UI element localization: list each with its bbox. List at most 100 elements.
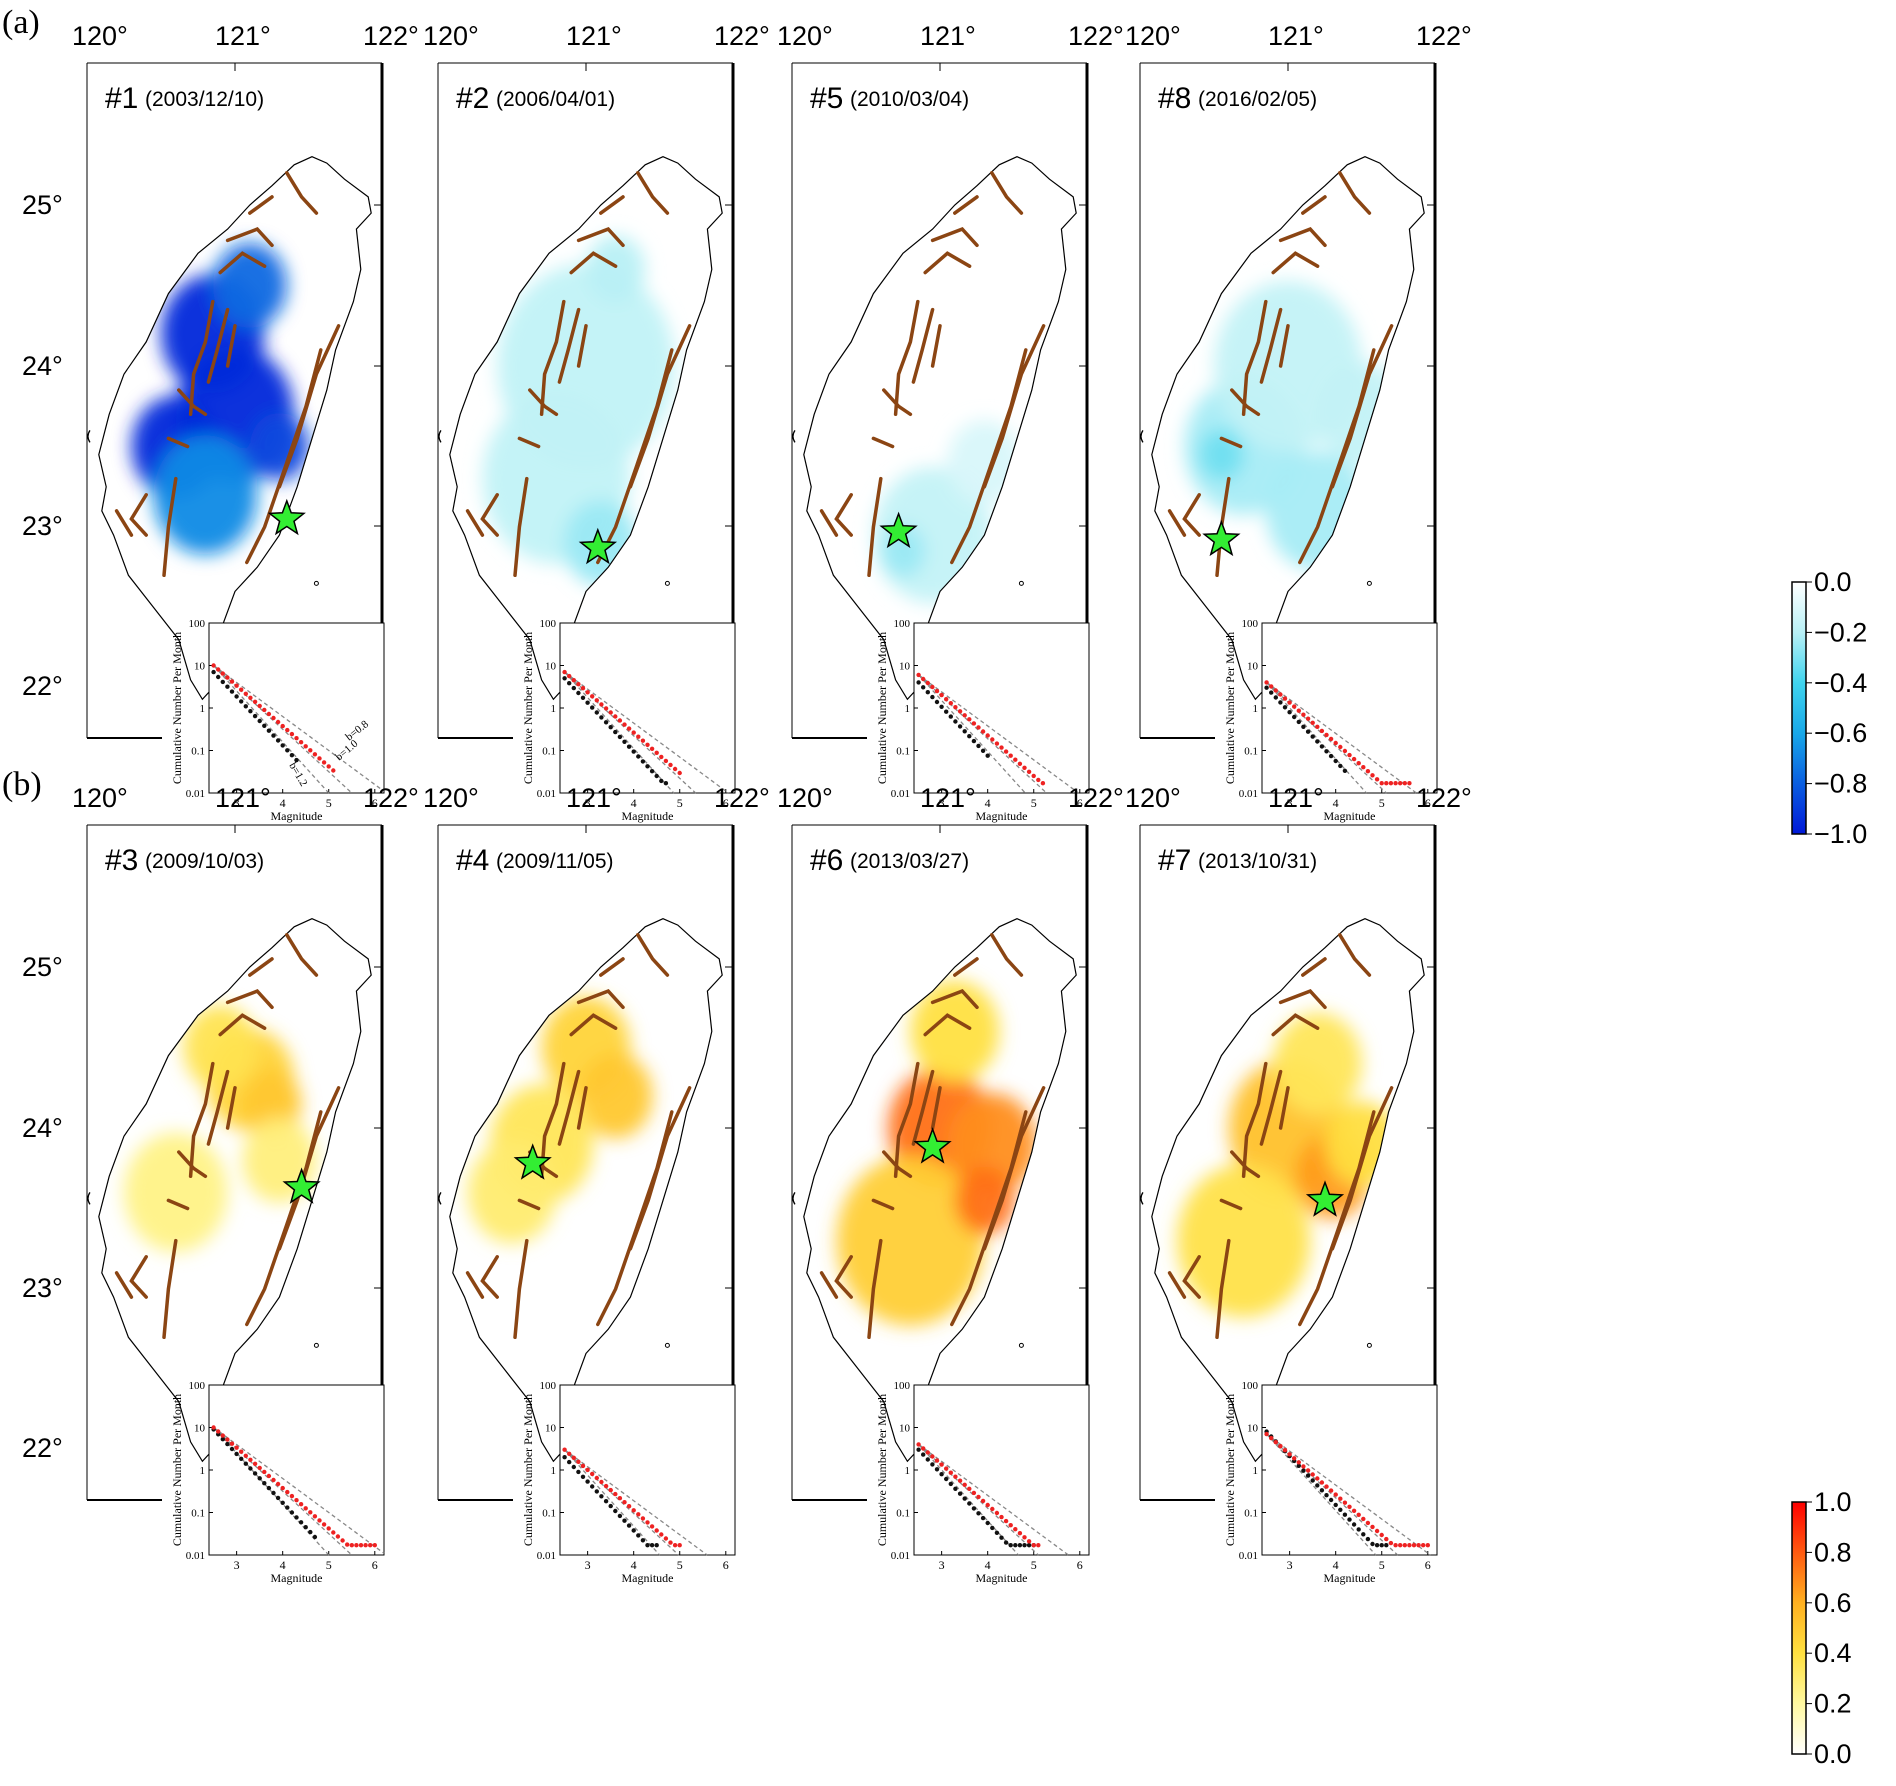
gr-point-black (962, 729, 967, 734)
fault-trace (636, 933, 670, 977)
gr-point-black (562, 1455, 567, 1460)
gr-point-red (1374, 1528, 1380, 1534)
fault-trace (1167, 509, 1187, 537)
gr-point-red (603, 706, 609, 711)
inset-xtick-label: 6 (1077, 796, 1083, 810)
gr-point-black (976, 743, 981, 749)
gr-point-black (649, 1543, 655, 1548)
gr-point-red (645, 1520, 650, 1525)
penghu-islet (87, 1192, 91, 1205)
colorbar-tick-label: −0.2 (1814, 617, 1867, 647)
map-panel: 120° 121° 122° #6 (2013/03/27) 100 10 1 0.1 0.01 3… (777, 783, 1124, 1585)
anomaly-blob (586, 235, 646, 304)
gr-point-black (948, 714, 953, 719)
fault-trace (166, 436, 190, 449)
gr-point-black (262, 1481, 267, 1486)
inset-xtick-label: 4 (985, 796, 991, 810)
gr-point-black (1374, 1543, 1380, 1548)
gr-point-red (225, 1437, 230, 1442)
colorbar-gradient (1791, 581, 1807, 835)
gr-point-red (622, 722, 627, 727)
gr-point-red (631, 730, 636, 735)
gr-point-red (994, 1510, 1000, 1516)
inset-xtick-label: 3 (585, 1558, 591, 1572)
fault-trace (599, 957, 625, 977)
coastline (803, 918, 1077, 1463)
gr-point-red (285, 727, 290, 733)
inset-ylabel: Cumulative Number Per Month (170, 632, 184, 784)
fault-trace (911, 1069, 935, 1146)
lon-tick-label: 120° (72, 783, 128, 813)
fault-trace (576, 227, 625, 248)
gr-point-red (335, 1534, 341, 1539)
gr-point-black (571, 685, 576, 691)
fault-trace (819, 1271, 839, 1299)
gr-point-red (1319, 728, 1325, 734)
lon-tick-label: 121° (920, 783, 976, 813)
gr-point-black (925, 1457, 930, 1462)
fault-trace (867, 476, 883, 578)
fault-trace (218, 1013, 267, 1037)
inset-ytick-label: 10 (194, 1423, 206, 1435)
gr-point-red (317, 1518, 322, 1523)
penghu-islet (792, 1192, 796, 1205)
lat-tick-label: 25° (22, 190, 63, 220)
gr-point-black (225, 684, 230, 689)
epicenter-star-icon (913, 1127, 952, 1164)
b-value-line (564, 1449, 680, 1556)
anomaly-blob (249, 412, 309, 481)
gr-point-red (1315, 1476, 1320, 1481)
gr-point-red (308, 748, 313, 753)
gr-point-black (1022, 1543, 1027, 1548)
inset-ylabel: Cumulative Number Per Month (521, 632, 535, 784)
gr-point-red (585, 1467, 590, 1473)
anomaly-blobs (1177, 1012, 1399, 1318)
inset-xtick-label: 6 (372, 1558, 378, 1572)
inset-ylabel: Cumulative Number Per Month (170, 1394, 184, 1546)
gr-point-black (1287, 710, 1292, 715)
gr-point-red (229, 1441, 235, 1446)
fault-trace (1338, 171, 1372, 215)
inset-ytick-label: 10 (1247, 1423, 1259, 1435)
gr-point-black (631, 1528, 636, 1533)
gr-point-red (326, 764, 331, 769)
gr-point-red (368, 1543, 373, 1548)
lon-tick-label: 120° (423, 783, 479, 813)
gr-point-red (321, 760, 327, 765)
gr-inset: 100 10 1 0.1 0.01 3 4 5 6 Magnitude Cumulative Num… (170, 618, 385, 823)
epicenter-star-icon (578, 527, 618, 565)
gr-point-red (663, 1536, 669, 1541)
gr-point-red (967, 717, 972, 722)
fault-trace (225, 227, 274, 248)
gr-point-red (340, 1538, 345, 1543)
gr-point-red (1338, 744, 1343, 750)
gr-point-black (1269, 690, 1274, 695)
inset-xtick-label: 4 (280, 1558, 286, 1572)
inset-xtick-label: 3 (1287, 796, 1293, 810)
gr-point-red (925, 680, 930, 686)
gr-point-black (229, 1446, 235, 1452)
inset-ytick-label: 0.01 (891, 788, 910, 800)
fault-trace (513, 1238, 529, 1340)
fault-trace (871, 436, 895, 449)
gr-point-red (312, 1514, 318, 1519)
fault-trace (834, 493, 853, 537)
gr-point-red (285, 1489, 290, 1495)
inset-ytick-label: 0.1 (542, 746, 556, 758)
gr-point-black (999, 1535, 1004, 1540)
gr-point-red (266, 711, 272, 717)
fault-trace (166, 1198, 190, 1211)
inset-ytick-label: 0.1 (191, 746, 205, 758)
gr-point-black (1003, 1540, 1009, 1545)
gr-point-red (354, 1543, 359, 1548)
gr-point-black (971, 738, 977, 744)
gr-point-black (280, 743, 285, 748)
gr-point-black (1296, 719, 1302, 725)
gr-point-black (303, 1525, 308, 1530)
gr-point-black (585, 700, 590, 705)
gr-point-red (1296, 708, 1302, 713)
fault-trace (990, 933, 1024, 977)
anomaly-blob (578, 1053, 653, 1139)
gr-point-red (1347, 752, 1352, 758)
gr-point-red (594, 1475, 599, 1481)
